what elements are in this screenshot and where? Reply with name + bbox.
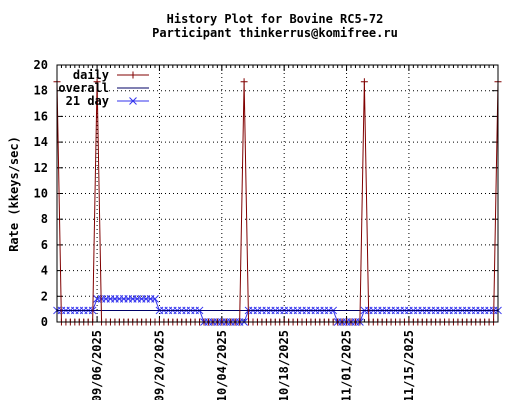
y-tick-label: 6	[41, 238, 48, 252]
data-point-daily	[240, 78, 248, 86]
chart-subtitle: Participant thinkerrus@komifree.ru	[152, 26, 398, 40]
y-tick-label: 18	[34, 84, 48, 98]
y-tick-label: 14	[34, 135, 48, 149]
legend-marker-21-day	[129, 97, 137, 105]
legend-label-21-day: 21 day	[66, 94, 109, 108]
y-tick-label: 20	[34, 58, 48, 72]
legend-label-daily: daily	[73, 68, 109, 82]
plot-frame	[56, 64, 499, 323]
y-tick-label: 16	[34, 109, 48, 123]
data-point-21-day	[151, 295, 159, 303]
x-tick-label: 10/18/2025	[277, 330, 291, 400]
grid-layer	[57, 65, 498, 322]
x-tick-label: 11/15/2025	[402, 330, 416, 400]
chart-title: History Plot for Bovine RC5-72	[167, 12, 384, 26]
x-tick-label: 09/20/2025	[152, 330, 166, 400]
y-tick-label: 0	[41, 315, 48, 329]
data-point-daily	[93, 78, 101, 86]
legend-label-overall: overall	[58, 81, 109, 95]
y-tick-label: 10	[34, 187, 48, 201]
x-tick-label: 10/04/2025	[215, 330, 229, 400]
y-tick-label: 12	[34, 161, 48, 175]
y-tick-label: 8	[41, 212, 48, 226]
x-tick-label: 11/01/2025	[340, 330, 354, 400]
y-tick-label: 2	[41, 289, 48, 303]
legend-marker-daily	[129, 71, 137, 79]
y-axis-label: Rate (kkeys/sec)	[7, 136, 21, 252]
x-tick-label: 09/06/2025	[90, 330, 104, 400]
y-tick-label: 4	[41, 264, 48, 278]
data-point-daily	[360, 78, 368, 86]
